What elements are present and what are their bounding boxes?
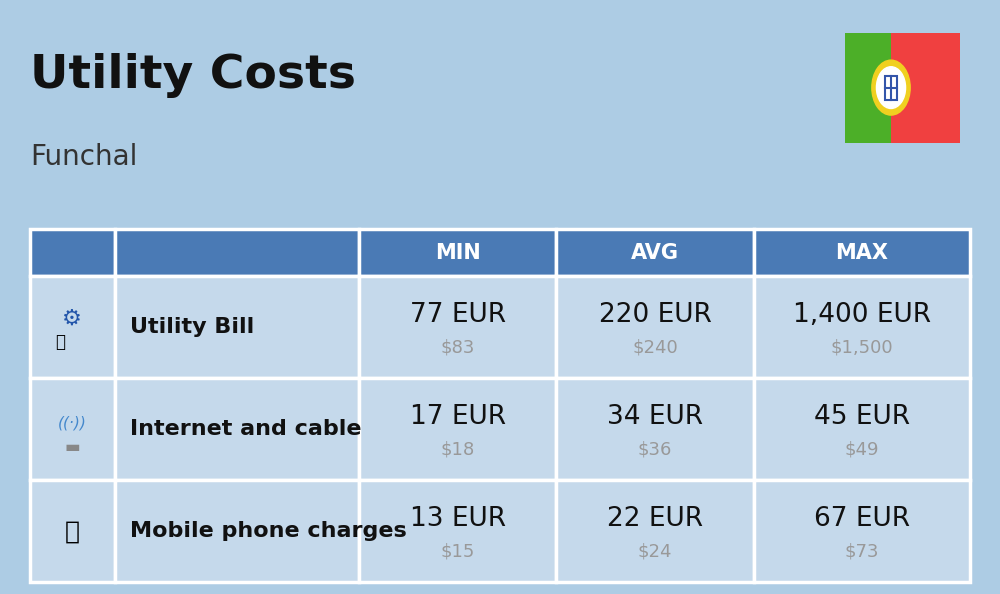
Text: Utility Bill: Utility Bill	[130, 317, 254, 337]
Text: 13 EUR: 13 EUR	[410, 506, 506, 532]
Text: 220 EUR: 220 EUR	[599, 302, 712, 328]
Bar	[556, 480, 754, 582]
Text: $73: $73	[845, 542, 879, 561]
Bar	[115, 480, 359, 582]
Text: $1,500: $1,500	[831, 339, 893, 357]
Text: ▬: ▬	[64, 438, 80, 456]
Text: 22 EUR: 22 EUR	[607, 506, 703, 532]
Text: 45 EUR: 45 EUR	[814, 404, 910, 430]
Text: 34 EUR: 34 EUR	[607, 404, 703, 430]
Text: $240: $240	[632, 339, 678, 357]
Bar	[556, 229, 754, 276]
Bar	[30, 378, 115, 480]
Bar	[359, 276, 556, 378]
Bar	[115, 229, 359, 276]
Text: Internet and cable: Internet and cable	[130, 419, 361, 439]
Bar	[556, 276, 754, 378]
Text: Mobile phone charges: Mobile phone charges	[130, 521, 406, 541]
Bar	[359, 229, 556, 276]
Text: ((·)): ((·))	[58, 416, 87, 431]
Bar	[891, 33, 960, 143]
Text: 🔌: 🔌	[55, 333, 65, 351]
Text: 📱: 📱	[65, 519, 80, 543]
Bar	[754, 276, 970, 378]
Circle shape	[872, 60, 910, 115]
Bar	[45, 498, 100, 564]
Bar	[754, 378, 970, 480]
Text: $18: $18	[441, 441, 475, 459]
Text: Utility Costs: Utility Costs	[30, 53, 356, 99]
Text: 17 EUR: 17 EUR	[410, 404, 506, 430]
Bar	[754, 480, 970, 582]
Bar	[885, 75, 897, 100]
Text: AVG: AVG	[631, 242, 679, 263]
Bar	[30, 480, 115, 582]
Text: $83: $83	[441, 339, 475, 357]
Bar	[845, 33, 891, 143]
Text: $24: $24	[638, 542, 672, 561]
Circle shape	[876, 67, 906, 109]
Text: 67 EUR: 67 EUR	[814, 506, 910, 532]
Bar	[359, 378, 556, 480]
Bar	[30, 229, 115, 276]
Text: $36: $36	[638, 441, 672, 459]
Bar	[115, 276, 359, 378]
Bar	[359, 480, 556, 582]
Text: MIN: MIN	[435, 242, 481, 263]
Bar	[754, 229, 970, 276]
Text: $15: $15	[441, 542, 475, 561]
Text: Funchal: Funchal	[30, 143, 137, 170]
Bar	[115, 378, 359, 480]
Text: 1,400 EUR: 1,400 EUR	[793, 302, 931, 328]
Text: MAX: MAX	[835, 242, 888, 263]
Bar	[45, 396, 100, 462]
Text: 77 EUR: 77 EUR	[410, 302, 506, 328]
Bar	[45, 294, 100, 361]
Bar	[556, 378, 754, 480]
Bar	[30, 276, 115, 378]
Text: ⚙: ⚙	[62, 308, 82, 328]
Text: $49: $49	[845, 441, 879, 459]
